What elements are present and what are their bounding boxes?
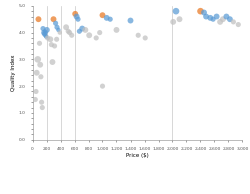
Point [45,28,49,31]
Point [143,36,147,40]
Point [64,26,68,29]
Point [43,34,47,37]
Point [44,35,48,38]
Point [52,44,56,48]
Point [198,10,202,13]
Point [98,31,102,34]
Point [204,15,208,18]
Point [83,28,87,31]
Point [202,11,206,14]
Point [50,43,54,46]
Point [171,20,175,23]
Point [70,34,74,37]
Point [214,15,218,18]
Point [221,18,225,21]
Point [78,30,82,33]
Point [208,16,212,19]
Point [44,31,48,34]
Point [56,28,60,31]
Point [94,36,98,40]
Point [74,15,78,18]
Point [68,31,71,34]
Point [52,18,56,21]
Point [136,34,140,37]
Point [38,63,42,66]
Point [66,30,70,33]
Point [128,19,132,22]
Point [35,71,39,74]
Point [36,18,40,21]
Point [42,31,46,34]
Point [39,75,43,78]
Y-axis label: Quality Index: Quality Index [12,55,16,91]
Point [33,98,37,101]
Point [100,14,104,17]
Point [41,27,45,30]
Point [114,28,118,31]
Point [54,22,58,25]
Point [46,36,50,40]
Point [174,10,178,13]
Point [105,16,109,19]
Point [76,18,80,21]
Point [87,34,91,37]
Point [34,90,38,93]
Point [80,27,84,30]
Point [73,12,77,15]
Point [42,32,46,36]
Point [58,31,62,34]
Point [48,38,52,41]
Point [218,20,222,23]
Point [40,101,44,104]
Point [55,38,59,41]
Point [178,18,182,21]
Point [232,20,235,23]
Point [228,18,232,21]
Point [50,61,54,64]
Point [100,85,104,88]
Point [236,23,240,26]
Point [211,18,215,21]
Point [55,26,59,29]
Point [43,30,47,33]
Point [224,15,228,18]
Point [40,106,44,109]
Point [38,42,42,45]
Point [108,18,112,21]
Point [36,58,40,61]
X-axis label: Price ($): Price ($) [126,153,149,158]
